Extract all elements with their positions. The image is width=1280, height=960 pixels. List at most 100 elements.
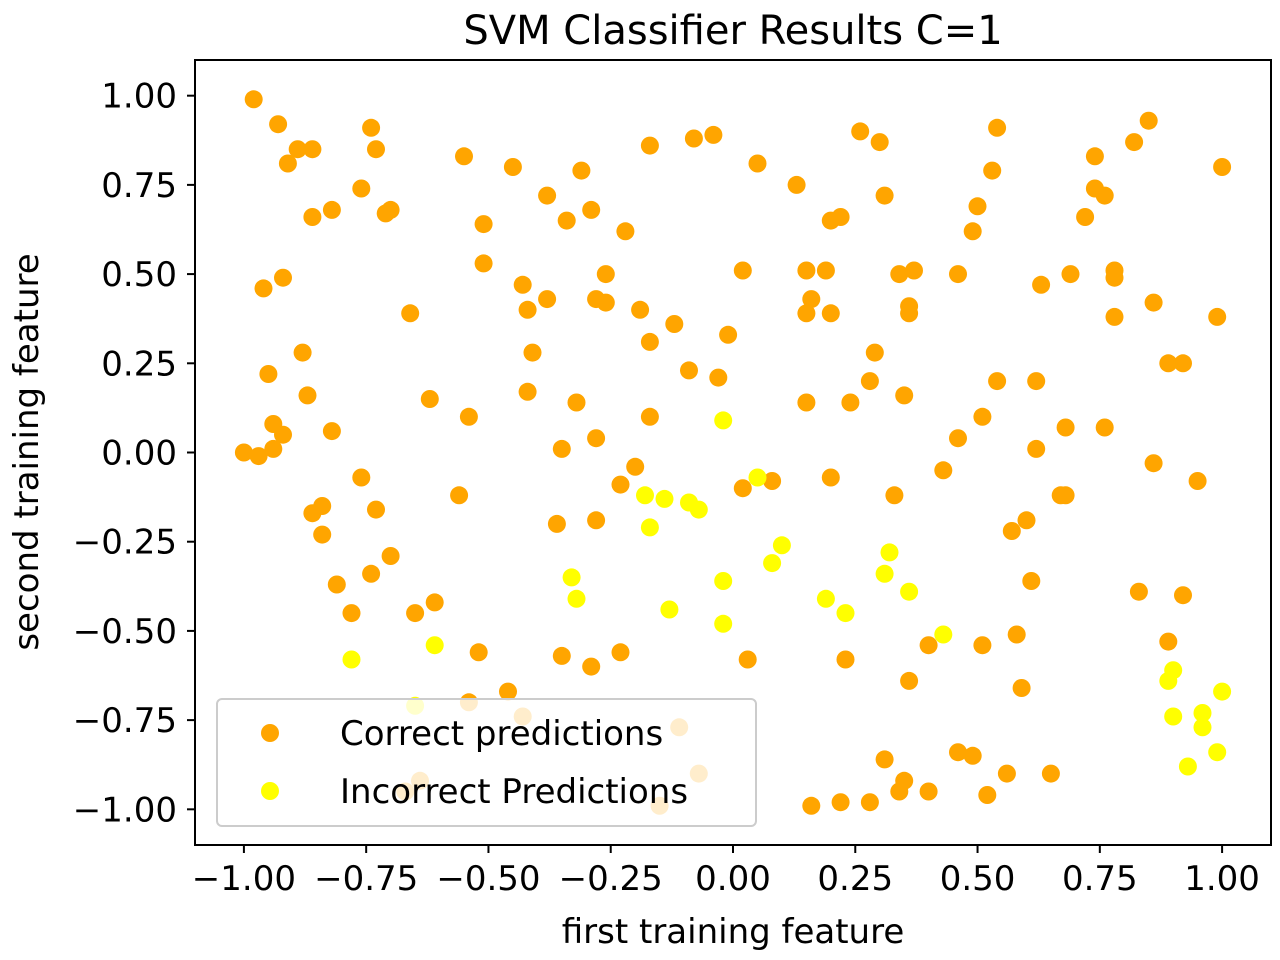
correct-point-144 [963,746,982,765]
correct-point-7 [278,154,297,173]
correct-point-147 [978,786,997,804]
x-tick-label-2: −0.50 [436,859,540,899]
correct-point-157 [1105,307,1124,326]
correct-point-62 [552,646,571,665]
correct-point-150 [1085,147,1104,166]
correct-point-128 [1027,372,1046,391]
correct-point-45 [352,468,371,487]
correct-point-79 [640,332,659,351]
correct-point-9 [303,208,322,226]
correct-point-2 [362,118,381,137]
x-tick-label-1: −0.75 [314,859,418,899]
correct-point-94 [802,290,821,309]
correct-point-90 [870,133,889,152]
correct-point-76 [748,154,767,173]
correct-point-121 [983,161,1002,180]
correct-point-39 [322,422,341,441]
correct-point-96 [821,304,840,323]
correct-point-148 [1139,111,1158,130]
correct-point-25 [596,293,615,312]
correct-point-50 [313,525,332,544]
correct-point-60 [425,593,444,612]
correct-point-91 [875,186,894,205]
correct-point-153 [1076,208,1095,226]
correct-point-134 [1002,522,1021,540]
incorrect-point-7 [640,518,659,537]
correct-point-14 [538,186,557,205]
correct-point-164 [1188,472,1207,490]
incorrect-point-28 [1213,682,1232,701]
correct-point-109 [885,486,904,505]
correct-point-57 [362,564,381,583]
correct-point-35 [420,390,439,408]
y-tick-label-1: 0.75 [101,166,177,206]
correct-point-103 [841,393,860,412]
y-tick-label-8: −1.00 [73,790,177,830]
incorrect-point-12 [714,614,733,633]
correct-point-54 [611,475,630,494]
correct-point-122 [968,197,987,216]
correct-point-106 [733,479,752,498]
incorrect-point-14 [748,468,767,487]
correct-point-83 [709,368,728,387]
correct-point-27 [274,268,292,287]
x-axis-label: first training feature [562,912,905,952]
y-tick-label-5: −0.25 [73,523,177,563]
incorrect-point-19 [880,543,899,562]
correct-point-21 [518,300,537,319]
y-tick-label-6: −0.50 [73,612,177,652]
correct-point-66 [499,682,517,701]
correct-point-110 [738,650,757,669]
correct-point-58 [381,547,400,565]
correct-point-40 [234,443,253,462]
correct-point-117 [831,793,850,812]
correct-point-145 [997,764,1016,783]
correct-point-16 [582,200,601,219]
correct-point-56 [342,604,361,623]
incorrect-point-3 [562,568,581,587]
correct-point-139 [1007,625,1026,644]
incorrect-point-5 [636,486,654,505]
y-tick-label-4: 0.00 [101,434,177,474]
incorrect-point-18 [836,604,855,623]
incorrect-point-17 [816,589,835,608]
correct-point-4 [303,140,322,159]
correct-point-19 [474,254,493,273]
correct-point-84 [640,407,659,426]
correct-point-120 [988,118,1007,137]
correct-point-133 [1056,418,1075,437]
correct-point-165 [1129,582,1148,601]
correct-point-88 [831,208,850,226]
correct-point-81 [719,325,738,344]
correct-point-125 [1032,275,1051,294]
correct-point-143 [949,743,967,762]
correct-point-130 [949,429,967,448]
incorrect-point-1 [425,636,444,655]
correct-point-126 [1061,265,1080,284]
incorrect-point-6 [655,489,674,508]
correct-point-116 [802,796,821,815]
x-tick-label-6: 0.50 [940,859,1016,899]
y-tick-label-3: 0.25 [101,344,177,384]
correct-point-61 [469,643,488,662]
correct-point-159 [1213,158,1232,176]
x-tick-label-8: 1.00 [1184,859,1260,899]
incorrect-point-11 [714,572,733,590]
correct-point-46 [450,486,469,505]
correct-point-138 [1022,572,1041,590]
correct-point-131 [934,461,953,480]
correct-point-127 [988,372,1007,391]
correct-point-63 [582,657,601,676]
correct-point-161 [1174,354,1192,373]
correct-point-43 [552,439,571,458]
correct-point-73 [640,136,659,155]
correct-point-52 [587,511,606,530]
incorrect-point-25 [1164,707,1183,726]
correct-point-92 [797,261,816,280]
correct-point-93 [816,261,835,280]
correct-point-22 [538,290,557,309]
correct-point-41 [249,447,268,466]
correct-point-158 [1208,307,1227,326]
correct-point-33 [567,393,586,412]
